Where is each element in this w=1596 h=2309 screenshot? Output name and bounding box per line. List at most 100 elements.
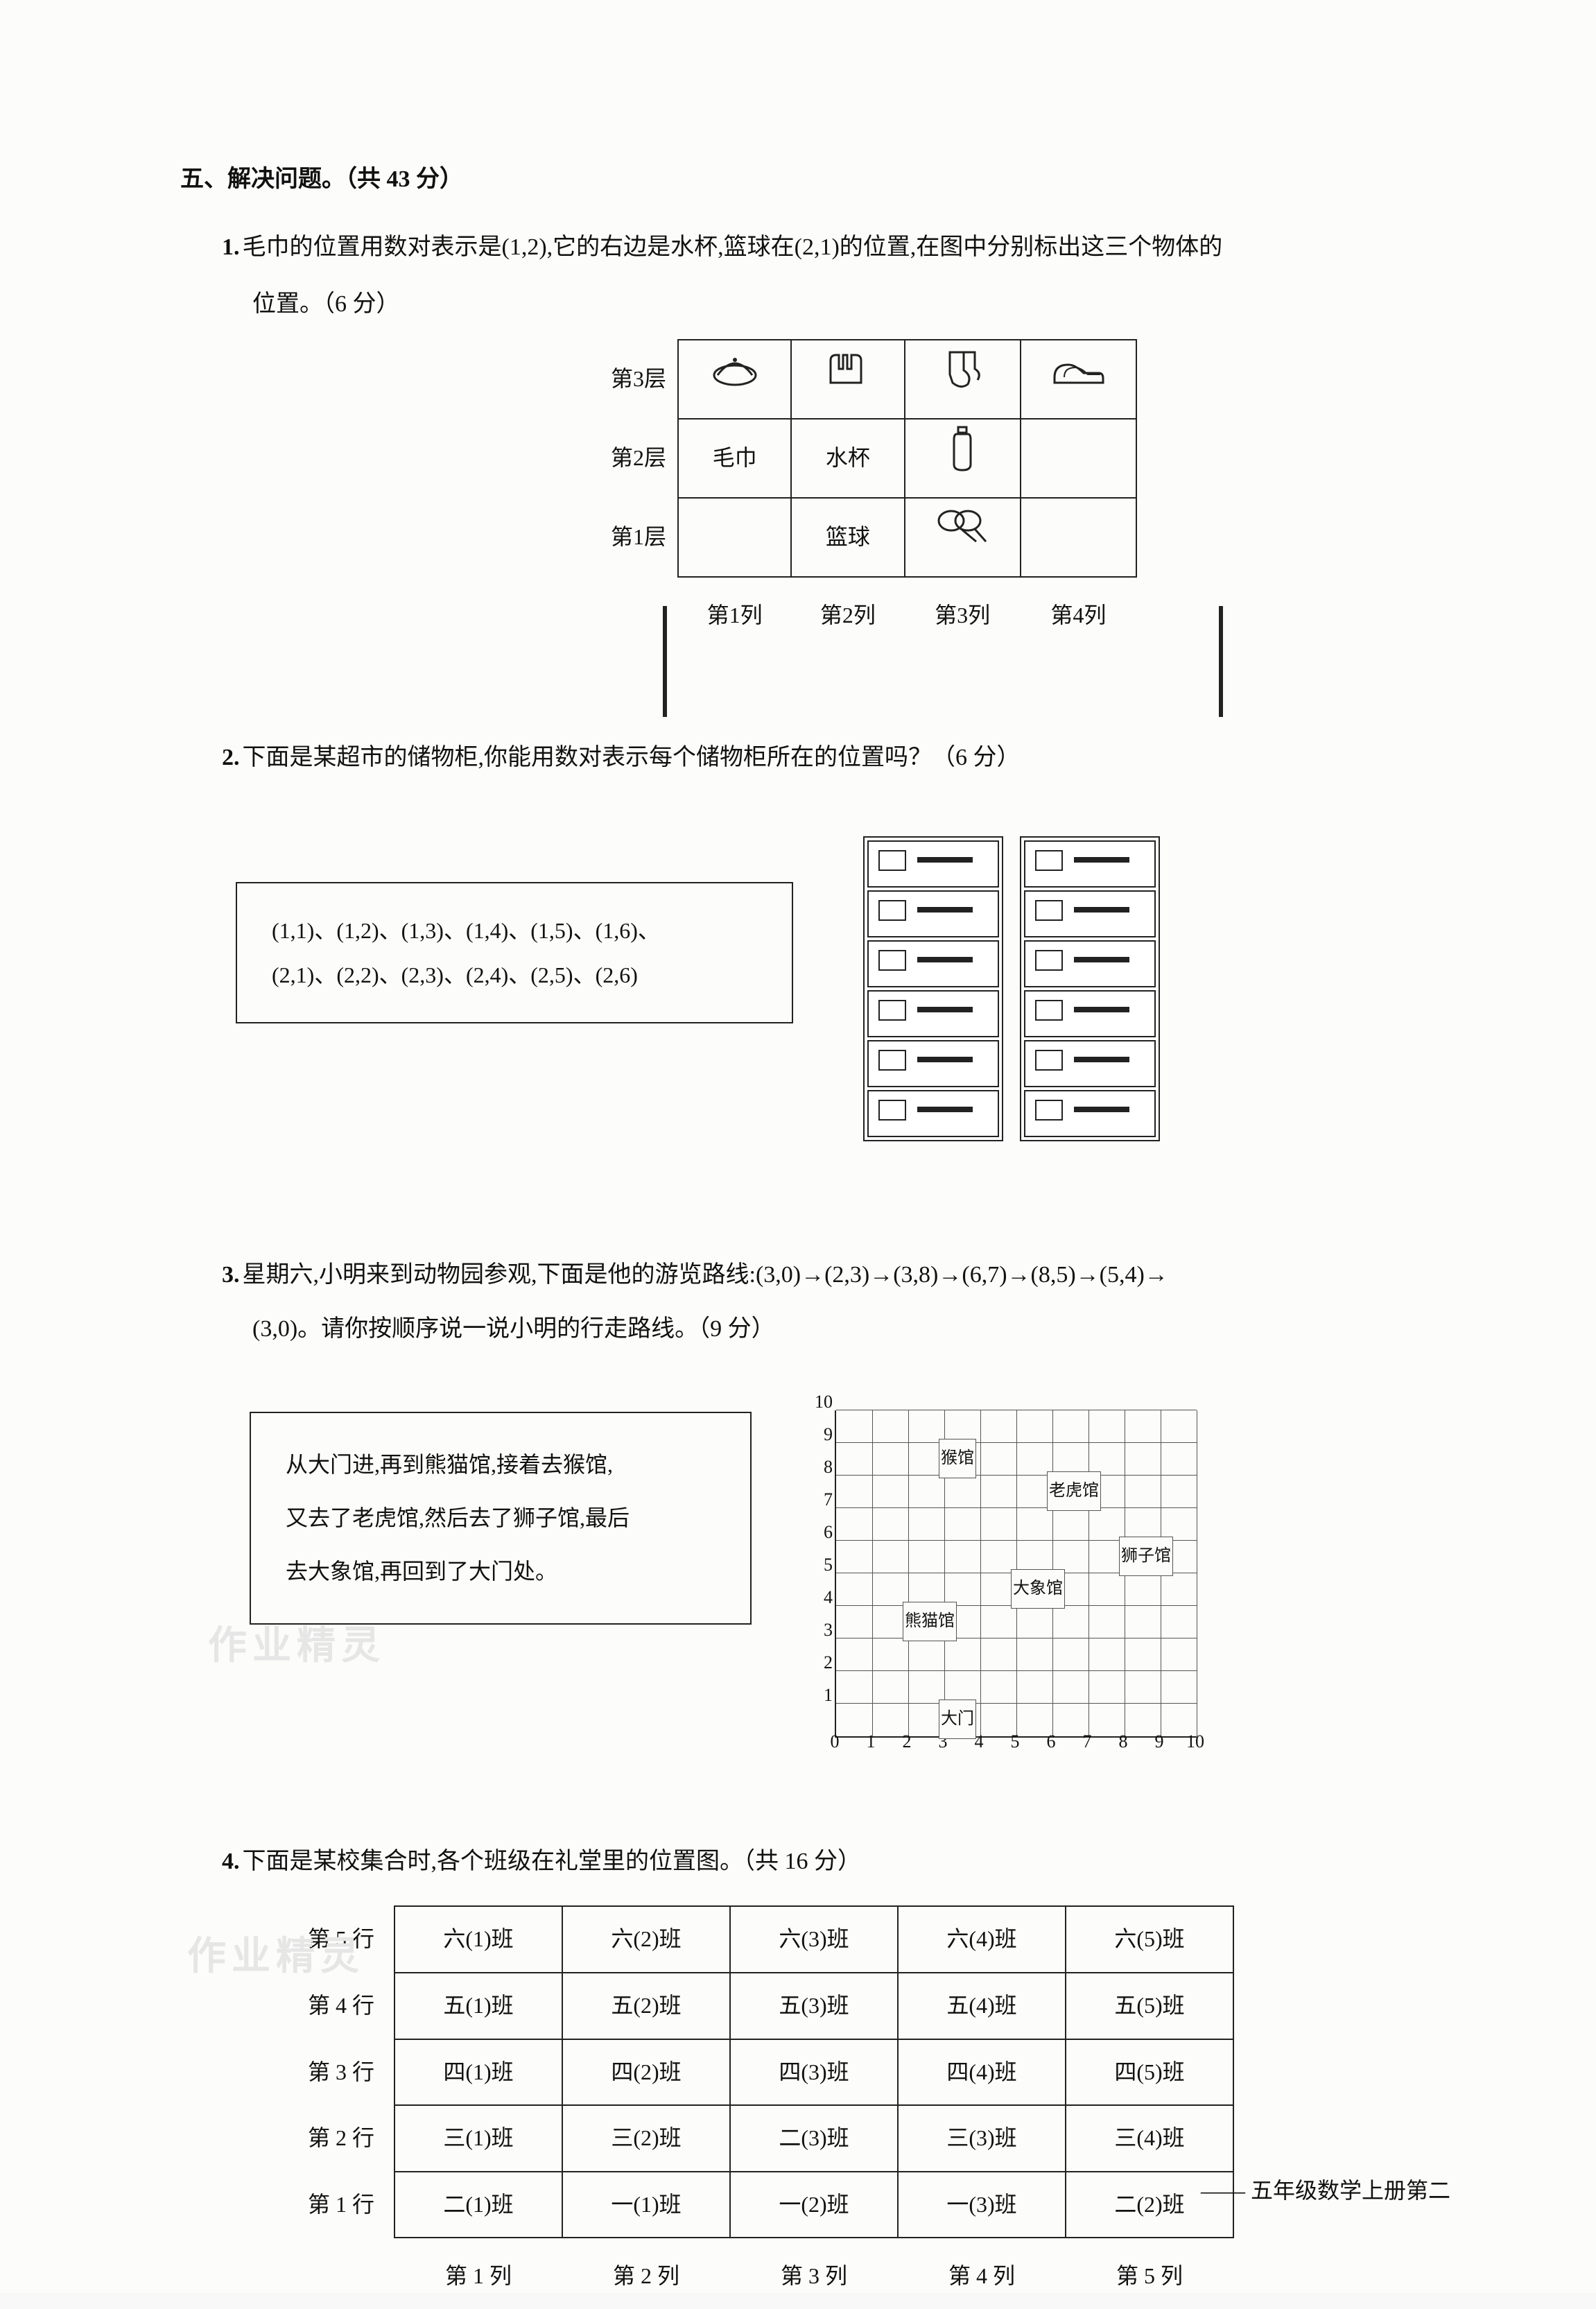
locker-cell (867, 890, 999, 937)
q3-answer-line3: 去大象馆,再回到了大门处。 (286, 1545, 729, 1598)
locker-cell (1024, 940, 1156, 987)
socks-icon (940, 349, 985, 408)
q4-class-cell: 三(4)班 (1066, 2105, 1233, 2172)
grid-line-h (836, 1507, 1197, 1508)
q1-shelf-figure: 第3层 第2层 毛巾 水杯 第1层 篮球 (582, 339, 1220, 655)
grid-line-h (836, 1703, 1197, 1704)
locker-cell (867, 1040, 999, 1087)
map-poi-label: 狮子馆 (1119, 1537, 1173, 1576)
y-tick-label: 10 (805, 1381, 833, 1423)
x-tick-label: 9 (1145, 1721, 1173, 1763)
grid-line-h (836, 1475, 1197, 1476)
locker-column-2 (1020, 836, 1160, 1141)
x-tick-label: 7 (1073, 1721, 1101, 1763)
q4-class-cell: 六(3)班 (730, 1906, 898, 1973)
x-tick-label: 1 (857, 1721, 885, 1763)
q1-cell-2-4 (1021, 419, 1136, 498)
grid-line-v (1088, 1410, 1089, 1736)
q3-text-line1: 星期六,小明来到动物园参观,下面是他的游览路线:(3,0)→(2,3)→(3,8… (243, 1262, 1168, 1288)
q1-cell-2-2: 水杯 (791, 419, 904, 498)
q3-answer-box: 从大门进,再到熊猫馆,接着去猴馆, 又去了老虎馆,然后去了狮子馆,最后 去大象馆… (250, 1412, 752, 1624)
locker-column-1 (863, 836, 1003, 1141)
q4-class-cell: 一(2)班 (730, 2172, 898, 2238)
q4-class-cell: 六(4)班 (898, 1906, 1066, 1973)
q4-class-cell: 二(3)班 (730, 2105, 898, 2172)
q4-class-cell: 五(4)班 (898, 1973, 1066, 2039)
locker-cell (1024, 1040, 1156, 1087)
x-tick-label: 2 (893, 1721, 921, 1763)
locker-cell (1024, 1090, 1156, 1137)
map-poi-label: 熊猫馆 (903, 1602, 957, 1641)
section-heading: 五、解决问题。（共 43 分） (180, 153, 1450, 207)
q3-text-line2: (3,0)。请你按顺序说一说小明的行走路线。（9 分） (222, 1302, 1450, 1356)
q4-class-cell: 四(4)班 (898, 2039, 1066, 2106)
q4-class-cell: 一(1)班 (562, 2172, 730, 2238)
q4-class-cell: 五(5)班 (1066, 1973, 1233, 2039)
q1-row-label-2: 第2层 (582, 419, 678, 498)
q2-answer-line1: (1,1)、(1,2)、(1,3)、(1,4)、(1,5)、(1,6)、 (272, 908, 771, 953)
q4-class-cell: 六(2)班 (562, 1906, 730, 1973)
q3-grid-chart: 01234567891012345678910大门熊猫馆猴馆老虎馆大象馆狮子馆 (793, 1384, 1237, 1772)
q1-col-label-3: 第3列 (905, 577, 1021, 655)
x-tick-label: 10 (1181, 1721, 1209, 1763)
q4-class-cell: 二(1)班 (394, 2172, 562, 2238)
q1-text-line2: 位置。（6 分） (222, 277, 1450, 331)
q1-cell-3-4 (1021, 340, 1136, 419)
map-poi-label: 大象馆 (1011, 1569, 1065, 1609)
q1-cell-2-1: 毛巾 (678, 419, 791, 498)
q4-col-label: 第 2 列 (562, 2238, 730, 2309)
q4-row-label: 第 4 行 (257, 1973, 394, 2039)
q1-col-label-2: 第2列 (791, 577, 904, 655)
map-poi-label: 大门 (939, 1700, 976, 1739)
q1-cell-3-2 (791, 340, 904, 419)
q4-class-cell: 三(1)班 (394, 2105, 562, 2172)
question-1: 1.毛巾的位置用数对表示是(1,2),它的右边是水杯,篮球在(2,1)的位置,在… (222, 220, 1450, 654)
q4-class-cell: 五(2)班 (562, 1973, 730, 2039)
q4-col-label: 第 1 列 (394, 2238, 562, 2309)
q3-answer-line1: 从大门进,再到熊猫馆,接着去猴馆, (286, 1438, 729, 1491)
q4-class-cell: 六(5)班 (1066, 1906, 1233, 1973)
locker-cell (1024, 890, 1156, 937)
grid-line-v (980, 1410, 981, 1736)
locker-cell (867, 840, 999, 888)
q1-number: 1. (222, 220, 240, 275)
q4-class-cell: 四(5)班 (1066, 2039, 1233, 2106)
q3-number: 3. (222, 1248, 240, 1302)
q4-row-label: 第 2 行 (257, 2105, 394, 2172)
q4-class-cell: 三(3)班 (898, 2105, 1066, 2172)
q3-answer-line2: 又去了老虎馆,然后去了狮子馆,最后 (286, 1491, 729, 1545)
grid-line-v (872, 1410, 873, 1736)
q4-row-label: 第 5 行 (257, 1906, 394, 1973)
q1-col-label-4: 第4列 (1021, 577, 1136, 655)
shelf-leg-right (1219, 606, 1223, 717)
question-2: 2.下面是某超市的储物柜,你能用数对表示每个储物柜所在的位置吗？（6 分） (1… (222, 731, 1450, 1144)
shelf-leg-left (663, 606, 667, 717)
q4-col-label: 第 5 列 (1066, 2238, 1233, 2309)
x-tick-label: 5 (1001, 1721, 1029, 1763)
question-4: 4.下面是某校集合时,各个班级在礼堂里的位置图。（共 16 分） 第 5 行六(… (222, 1835, 1450, 2309)
q1-cell-1-3 (905, 498, 1021, 577)
q2-answer-box: (1,1)、(1,2)、(1,3)、(1,4)、(1,5)、(1,6)、 (2,… (236, 882, 793, 1023)
q4-class-cell: 四(1)班 (394, 2039, 562, 2106)
worksheet-page: 五、解决问题。（共 43 分） 1.毛巾的位置用数对表示是(1,2),它的右边是… (0, 0, 1596, 2293)
q1-cell-3-3 (905, 340, 1021, 419)
q1-cell-2-3 (905, 419, 1021, 498)
map-poi-label: 猴馆 (939, 1439, 976, 1478)
q1-cell-3-1 (678, 340, 791, 419)
q1-row-label-3: 第3层 (582, 340, 678, 419)
map-poi-label: 老虎馆 (1047, 1471, 1101, 1511)
grid-line-h (836, 1670, 1197, 1671)
q4-class-cell: 三(2)班 (562, 2105, 730, 2172)
q4-class-cell: 五(3)班 (730, 1973, 898, 2039)
question-3: 3.星期六,小明来到动物园参观,下面是他的游览路线:(3,0)→(2,3)→(3… (222, 1248, 1450, 1772)
q4-row-label: 第 3 行 (257, 2039, 394, 2106)
gloves-icon (824, 351, 872, 407)
q2-number: 2. (222, 731, 240, 785)
locker-cell (867, 940, 999, 987)
q2-answer-line2: (2,1)、(2,2)、(2,3)、(2,4)、(2,5)、(2,6) (272, 953, 771, 997)
q4-class-table: 第 5 行六(1)班六(2)班六(3)班六(4)班六(5)班第 4 行五(1)班… (257, 1905, 1234, 2309)
q2-text: 下面是某超市的储物柜,你能用数对表示每个储物柜所在的位置吗？（6 分） (243, 745, 1021, 770)
q4-class-cell: 四(3)班 (730, 2039, 898, 2106)
q4-class-cell: 四(2)班 (562, 2039, 730, 2106)
grid-line-v (908, 1410, 909, 1736)
